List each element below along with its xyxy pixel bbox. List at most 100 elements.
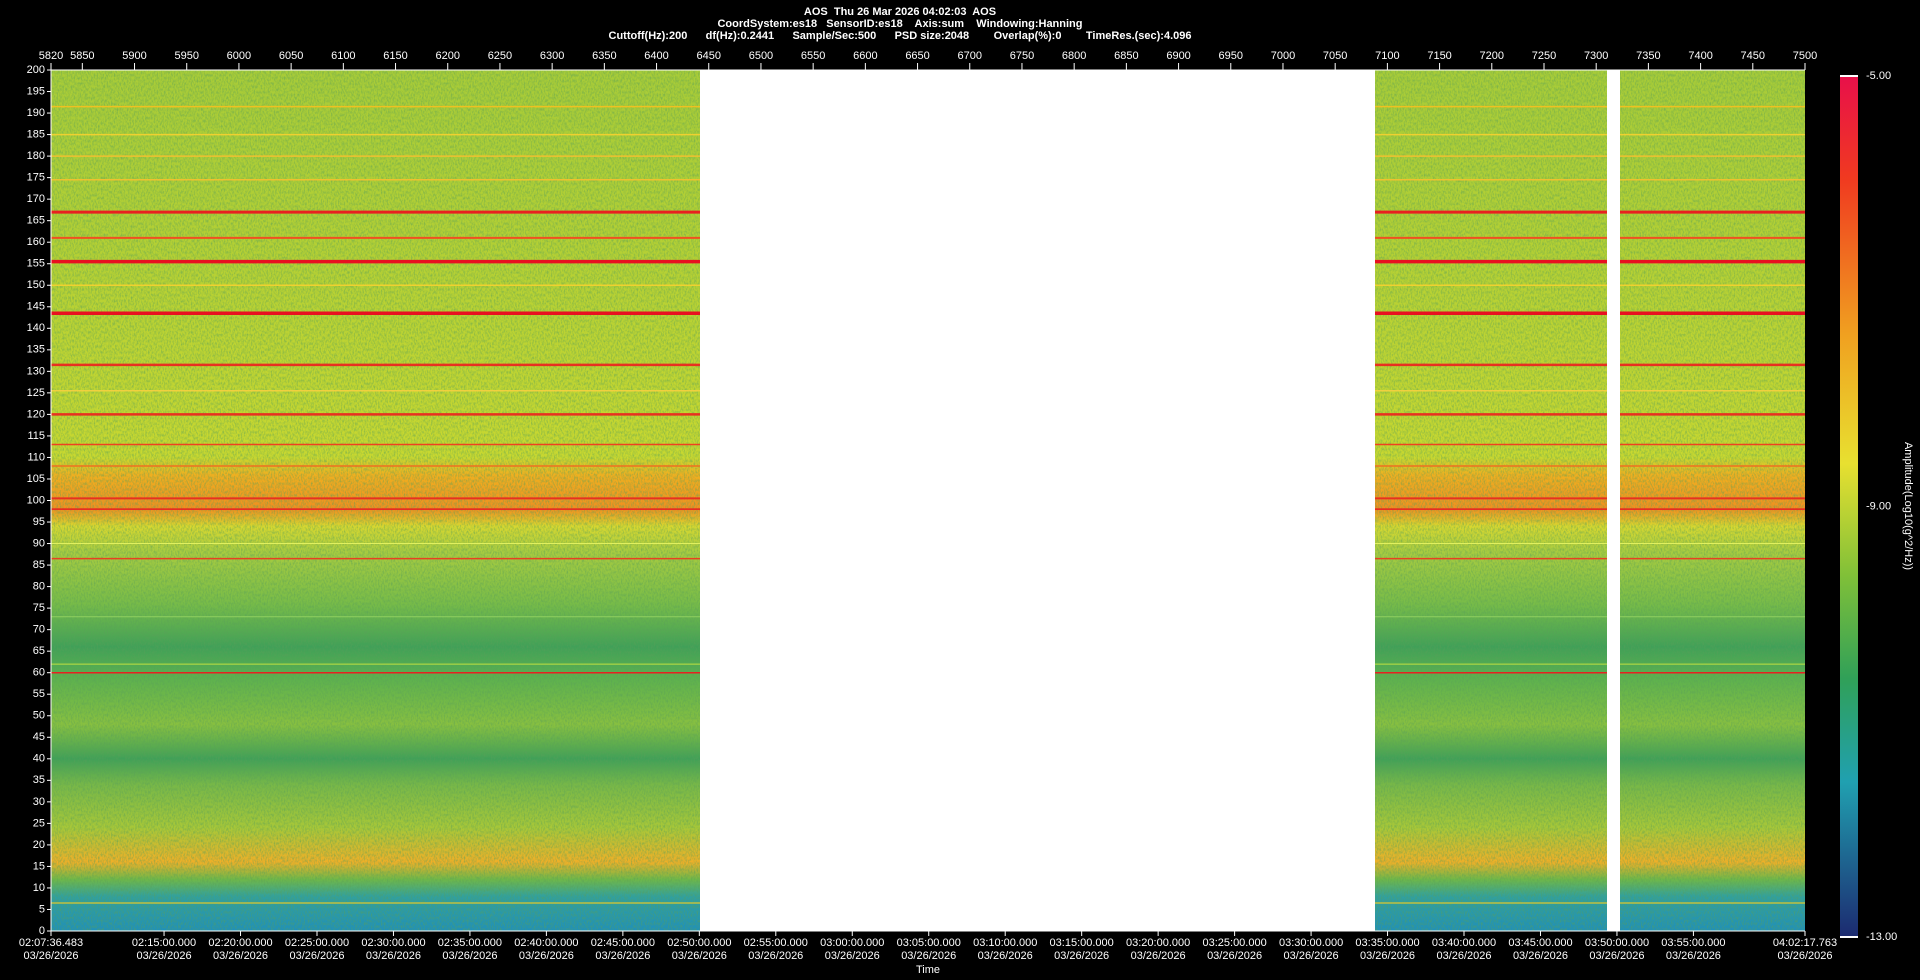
y-tick-label: 40 bbox=[33, 753, 45, 765]
x-tick-time: 03:55:00.000 bbox=[1661, 937, 1725, 949]
y-tick-label: 45 bbox=[33, 731, 45, 743]
top-tick-label: 6150 bbox=[383, 50, 407, 62]
y-tick-label: 5 bbox=[39, 903, 45, 915]
x-tick-time: 02:07:36.483 bbox=[19, 937, 83, 949]
top-tick-label: 7000 bbox=[1271, 50, 1295, 62]
top-tick-label: 7250 bbox=[1532, 50, 1556, 62]
top-tick-label: 6050 bbox=[279, 50, 303, 62]
y-tick-label: 25 bbox=[33, 817, 45, 829]
x-tick-time: 03:05:00.000 bbox=[897, 937, 961, 949]
top-tick-label: 6450 bbox=[697, 50, 721, 62]
top-tick-label: 7150 bbox=[1427, 50, 1451, 62]
y-tick-label: 0 bbox=[39, 925, 45, 937]
y-tick-label: 110 bbox=[27, 451, 45, 463]
top-tick-label: 6850 bbox=[1114, 50, 1138, 62]
x-tick-date: 03/26/2026 bbox=[748, 950, 803, 962]
top-tick-label: 5900 bbox=[122, 50, 146, 62]
top-tick-label: 6200 bbox=[435, 50, 459, 62]
x-tick-time: 02:15:00.000 bbox=[132, 937, 196, 949]
header-line: AOS Thu 26 Mar 2026 04:02:03 AOS bbox=[804, 6, 996, 18]
x-tick-time: 02:55:00.000 bbox=[744, 937, 808, 949]
y-tick-label: 30 bbox=[33, 796, 45, 808]
top-tick-label: 5850 bbox=[70, 50, 94, 62]
x-tick-time: 02:35:00.000 bbox=[438, 937, 502, 949]
top-tick-label: 7050 bbox=[1323, 50, 1347, 62]
top-tick-label: 6700 bbox=[958, 50, 982, 62]
y-tick-label: 95 bbox=[33, 516, 45, 528]
x-tick-date: 03/26/2026 bbox=[901, 950, 956, 962]
y-tick-label: 35 bbox=[33, 774, 45, 786]
y-tick-label: 50 bbox=[33, 710, 45, 722]
y-tick-label: 105 bbox=[27, 473, 45, 485]
y-tick-label: 80 bbox=[33, 581, 45, 593]
y-tick-label: 130 bbox=[27, 365, 45, 377]
top-tick-label: 7500 bbox=[1793, 50, 1817, 62]
top-tick-label: 6900 bbox=[1166, 50, 1190, 62]
top-tick-label: 6750 bbox=[1010, 50, 1034, 62]
colorbar-label: Amplitude(Log10(g^2/Hz)) bbox=[1902, 442, 1914, 570]
header-line: Cuttoff(Hz):200 df(Hz):0.2441 Sample/Sec… bbox=[609, 30, 1192, 42]
y-tick-label: 120 bbox=[27, 408, 45, 420]
top-tick-label: 6100 bbox=[331, 50, 355, 62]
x-tick-time: 03:25:00.000 bbox=[1202, 937, 1266, 949]
x-tick-date: 03/26/2026 bbox=[1513, 950, 1568, 962]
x-tick-time: 02:20:00.000 bbox=[208, 937, 272, 949]
y-tick-label: 190 bbox=[27, 107, 45, 119]
y-tick-label: 115 bbox=[27, 430, 45, 442]
x-tick-date: 03/26/2026 bbox=[213, 950, 268, 962]
x-tick-date: 03/26/2026 bbox=[595, 950, 650, 962]
x-tick-time: 02:45:00.000 bbox=[591, 937, 655, 949]
top-tick-label: 7100 bbox=[1375, 50, 1399, 62]
x-tick-date: 03/26/2026 bbox=[1131, 950, 1186, 962]
y-tick-label: 135 bbox=[27, 344, 45, 356]
x-tick-date: 03/26/2026 bbox=[1666, 950, 1721, 962]
colorbar-tick-label: -9.00 bbox=[1866, 500, 1891, 512]
top-tick-label: 7350 bbox=[1636, 50, 1660, 62]
x-tick-date: 03/26/2026 bbox=[978, 950, 1033, 962]
y-tick-label: 90 bbox=[33, 537, 45, 549]
top-tick-label: 6600 bbox=[853, 50, 877, 62]
y-tick-label: 150 bbox=[27, 279, 45, 291]
x-tick-date: 03/26/2026 bbox=[1054, 950, 1109, 962]
x-tick-date: 03/26/2026 bbox=[672, 950, 727, 962]
x-tick-time: 04:02:17.763 bbox=[1773, 937, 1837, 949]
y-tick-label: 65 bbox=[33, 645, 45, 657]
x-tick-time: 02:30:00.000 bbox=[361, 937, 425, 949]
y-tick-label: 70 bbox=[33, 624, 45, 636]
y-tick-label: 75 bbox=[33, 602, 45, 614]
top-tick-label: 6000 bbox=[227, 50, 251, 62]
top-tick-label: 6350 bbox=[592, 50, 616, 62]
y-tick-label: 10 bbox=[33, 882, 45, 894]
y-tick-label: 180 bbox=[27, 150, 45, 162]
x-tick-date: 03/26/2026 bbox=[1777, 950, 1832, 962]
y-tick-label: 85 bbox=[33, 559, 45, 571]
top-tick-label: 6400 bbox=[644, 50, 668, 62]
top-tick-label: 6950 bbox=[1219, 50, 1243, 62]
x-tick-time: 03:50:00.000 bbox=[1585, 937, 1649, 949]
x-tick-date: 03/26/2026 bbox=[366, 950, 421, 962]
x-tick-date: 03/26/2026 bbox=[1284, 950, 1339, 962]
top-tick-label: 6500 bbox=[749, 50, 773, 62]
x-tick-time: 03:40:00.000 bbox=[1432, 937, 1496, 949]
colorbar-tick-label: -5.00 bbox=[1866, 70, 1891, 82]
colorbar-tick-label: -13.00 bbox=[1866, 931, 1897, 943]
top-tick-label: 7200 bbox=[1480, 50, 1504, 62]
x-tick-time: 02:25:00.000 bbox=[285, 937, 349, 949]
y-tick-label: 100 bbox=[27, 494, 45, 506]
x-tick-time: 03:10:00.000 bbox=[973, 937, 1037, 949]
y-tick-label: 20 bbox=[33, 839, 45, 851]
y-tick-label: 160 bbox=[27, 236, 45, 248]
x-axis-label: Time bbox=[916, 964, 940, 976]
x-tick-date: 03/26/2026 bbox=[1589, 950, 1644, 962]
x-tick-time: 03:15:00.000 bbox=[1050, 937, 1114, 949]
top-tick-label: 7400 bbox=[1688, 50, 1712, 62]
x-tick-date: 03/26/2026 bbox=[442, 950, 497, 962]
top-tick-label: 6550 bbox=[801, 50, 825, 62]
x-tick-time: 03:20:00.000 bbox=[1126, 937, 1190, 949]
x-tick-date: 03/26/2026 bbox=[1360, 950, 1415, 962]
top-tick-label: 6250 bbox=[488, 50, 512, 62]
x-tick-date: 03/26/2026 bbox=[825, 950, 880, 962]
header-line: CoordSystem:es18 SensorID:es18 Axis:sum … bbox=[717, 18, 1082, 30]
y-tick-label: 15 bbox=[33, 860, 45, 872]
